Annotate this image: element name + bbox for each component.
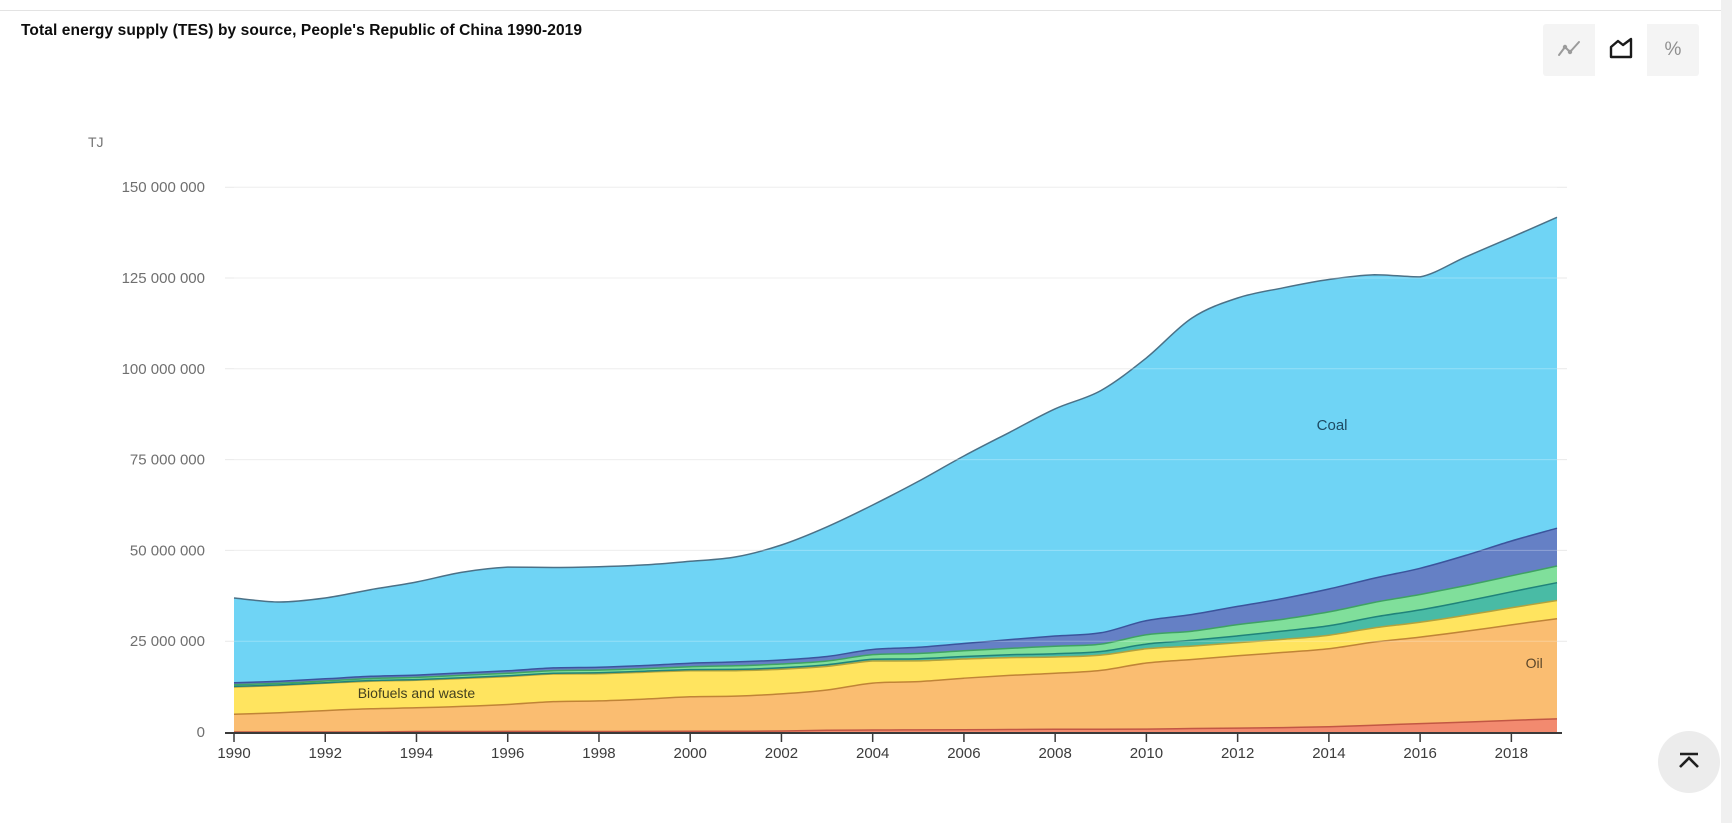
y-tick-label: 75 000 000 [130, 452, 205, 469]
boundary-biofuels-and-waste [233, 599, 1558, 688]
y-axis-unit-label: TJ [88, 134, 104, 150]
page-title: Total energy supply (TES) by source, Peo… [21, 22, 583, 39]
percent-view-button[interactable]: % [1647, 24, 1699, 76]
area-chart-icon [1606, 34, 1636, 67]
area-wind-solar-etc [234, 582, 1557, 687]
x-tick-label: 1996 [491, 745, 524, 762]
chart-view-toggle: % [1543, 24, 1699, 76]
y-tick-label: 100 000 000 [122, 361, 205, 378]
boundary-oil [233, 617, 1558, 715]
x-tick-label: 2006 [947, 745, 980, 762]
x-tick-label: 2008 [1038, 745, 1071, 762]
area-label-biofuels-and-waste: Biofuels and waste [358, 685, 476, 701]
x-tick-label: 2000 [674, 745, 707, 762]
y-tick-label: 0 [197, 724, 205, 741]
scroll-to-top-button[interactable] [1658, 731, 1720, 793]
y-tick-label: 125 000 000 [122, 270, 205, 287]
x-tick-label: 1998 [582, 745, 615, 762]
area-label-oil: Oil [1526, 655, 1543, 671]
x-tick-label: 1990 [217, 745, 250, 762]
x-tick-label: 2012 [1221, 745, 1254, 762]
x-tick-label: 2016 [1403, 745, 1436, 762]
scrollbar-track[interactable] [1721, 0, 1732, 823]
x-tick-label: 2014 [1312, 745, 1345, 762]
x-tick-label: 2010 [1130, 745, 1163, 762]
percent-icon: % [1664, 39, 1682, 60]
x-tick-label: 2002 [765, 745, 798, 762]
y-tick-label: 25 000 000 [130, 633, 205, 650]
boundary-wind-solar-etc [233, 581, 1558, 688]
boundary-natural-gas [233, 527, 1558, 684]
area-oil [234, 618, 1557, 732]
boundary-nuclear [234, 718, 1558, 733]
area-coal [234, 217, 1557, 683]
line-chart-view-button[interactable] [1543, 24, 1595, 76]
area-hydro [234, 566, 1557, 687]
y-tick-label: 150 000 000 [122, 179, 205, 196]
x-tick-label: 2018 [1495, 745, 1528, 762]
x-tick-label: 1994 [400, 745, 433, 762]
area-chart-view-button[interactable] [1595, 24, 1647, 76]
area-label-coal: Coal [1317, 417, 1348, 434]
y-tick-label: 50 000 000 [130, 542, 205, 559]
line-chart-icon [1554, 34, 1584, 67]
x-tick-label: 1992 [309, 745, 342, 762]
boundary-coal [233, 216, 1558, 603]
x-tick-label: 2004 [856, 745, 889, 762]
boundary-hydro [233, 565, 1558, 686]
scroll-to-top-icon [1673, 745, 1705, 780]
top-divider [0, 10, 1732, 11]
area-biofuels-and-waste [234, 600, 1557, 715]
